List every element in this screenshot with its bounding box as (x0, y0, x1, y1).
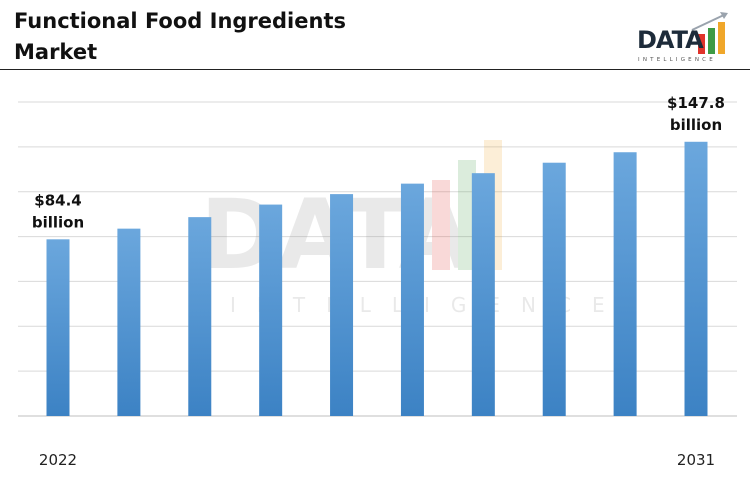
bar-4 (330, 194, 354, 416)
logo-bar-red (698, 34, 705, 54)
chart-title-line-1: Functional Food Ingredients (14, 9, 346, 33)
bar-2 (188, 217, 212, 416)
bar-0 (46, 239, 70, 416)
bar-8 (613, 152, 637, 417)
logo-subtitle: INTELLIGENCE (638, 57, 716, 63)
watermark-bar-green (458, 160, 476, 270)
chart-title-line-2: Market (14, 40, 98, 64)
bar-5 (400, 183, 424, 416)
x-tick-label-2022: 2022 (39, 451, 77, 469)
logo-arrow (691, 13, 727, 31)
bar-3 (259, 204, 283, 416)
logo-bar-green (708, 28, 715, 54)
logo-word: DATA (637, 26, 704, 54)
header-divider (0, 69, 750, 70)
bar-1 (117, 228, 141, 416)
watermark-bar-red (432, 180, 450, 270)
x-tick-label-2031: 2031 (677, 451, 715, 469)
logo-bar-orange (718, 22, 725, 54)
chart-title: Functional Food Ingredients Market (14, 6, 574, 68)
bar-6 (471, 173, 495, 416)
data-label-unit-9: billion (670, 116, 722, 134)
bar-7 (542, 162, 566, 416)
bars (46, 141, 708, 417)
logo-arrow-head (720, 12, 728, 19)
data-label-value-0: $84.4 (34, 191, 81, 209)
data-label-value-9: $147.8 (667, 94, 725, 112)
labels: 2022 2031 $84.4 billion $147.8 billion (32, 94, 725, 469)
datam-intelligence-logo: DATA INTELLIGENCE (634, 10, 730, 66)
bar-9 (684, 141, 708, 417)
logo-bars-icon (691, 12, 728, 54)
watermark-subtitle: INTELLIGENCE (230, 293, 626, 317)
data-label-unit-0: billion (32, 213, 84, 231)
